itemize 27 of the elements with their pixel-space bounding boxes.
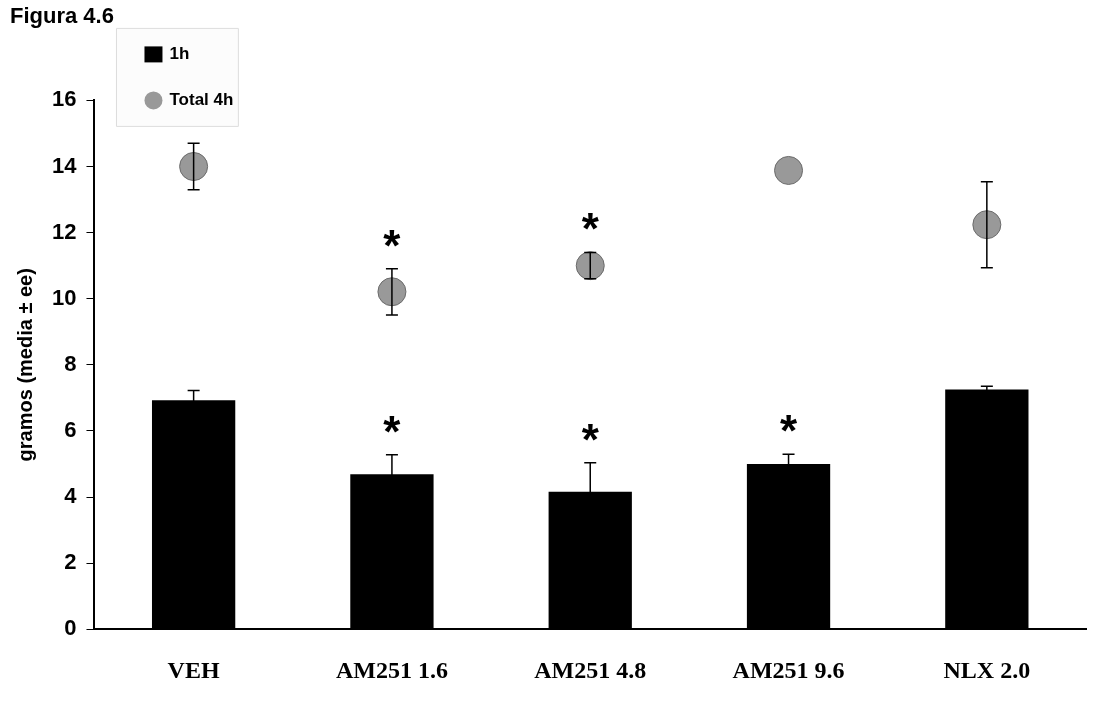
y-tick-label: 12 (51, 218, 77, 244)
y-tick-label: 0 (64, 615, 77, 641)
legend-label: 1h (169, 44, 190, 64)
chart-title: Figura 4.6 (10, 3, 114, 29)
y-tick-label: 8 (64, 350, 77, 376)
y-tick-label: 16 (51, 86, 77, 112)
data-label: * (581, 414, 600, 464)
legend-label: Total 4h (169, 90, 234, 110)
data-label: * (581, 203, 600, 253)
y-tick-label: 2 (64, 549, 77, 575)
y-tick-label: 4 (64, 483, 78, 509)
y-axis-title: gramos (media ± ee) (13, 268, 36, 462)
point (179, 152, 209, 181)
x-tick-label: AM251 4.8 (534, 656, 647, 683)
y-tick-label: 14 (51, 152, 78, 178)
point (972, 210, 1002, 240)
x-tick-label: NLX 2.0 (943, 656, 1031, 683)
x-tick-label: VEH (167, 656, 220, 683)
point (377, 277, 407, 307)
data-label: * (779, 406, 798, 456)
y-tick-label: 6 (64, 416, 77, 442)
data-label: * (383, 220, 402, 270)
y-tick-label: 10 (51, 284, 77, 310)
data-label: * (383, 406, 402, 456)
x-tick-label: AM251 9.6 (732, 656, 845, 683)
point (774, 155, 804, 185)
x-tick-label: AM251 1.6 (335, 656, 448, 683)
